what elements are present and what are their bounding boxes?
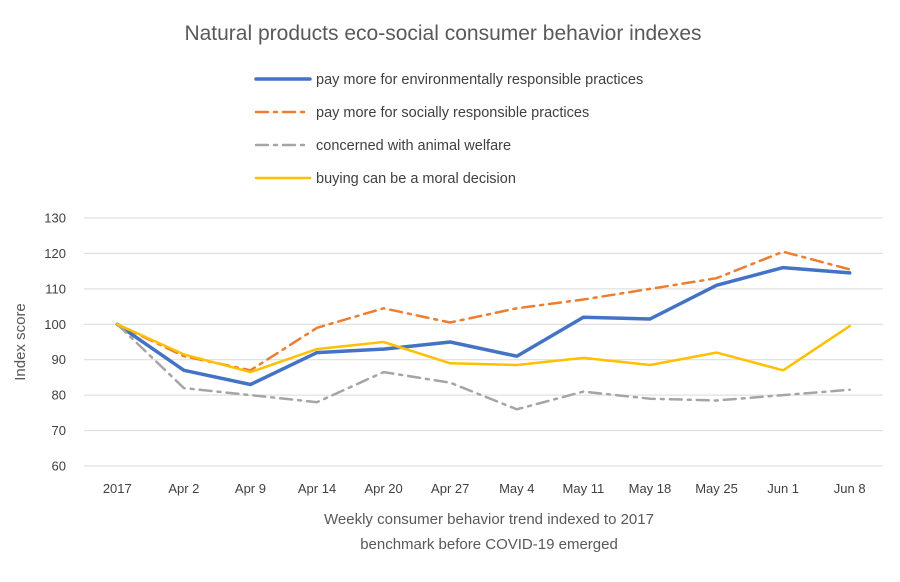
x-tick-label: Apr 2 xyxy=(168,481,199,496)
x-tick-label: 2017 xyxy=(103,481,132,496)
x-tick-label: May 11 xyxy=(563,481,605,496)
y-axis-title: Index score xyxy=(12,303,29,381)
x-tick-label: Jun 8 xyxy=(834,481,866,496)
x-tick-label: Apr 9 xyxy=(235,481,266,496)
x-axis-title-line-2: benchmark before COVID-19 emerged xyxy=(360,536,618,553)
y-tick-label: 120 xyxy=(44,246,66,261)
y-tick-label: 80 xyxy=(52,388,66,403)
x-tick-label: Jun 1 xyxy=(767,481,799,496)
x-tick-label: Apr 20 xyxy=(364,481,402,496)
legend-label: pay more for environmentally responsible… xyxy=(316,72,643,88)
chart-title: Natural products eco-social consumer beh… xyxy=(184,22,701,45)
legend-label: concerned with animal welfare xyxy=(316,138,511,154)
x-tick-label: May 4 xyxy=(499,481,534,496)
y-tick-label: 110 xyxy=(45,281,66,296)
legend-label: pay more for socially responsible practi… xyxy=(316,105,589,121)
x-axis-ticks: 2017 Apr 2 Apr 9 Apr 14 Apr 20 Apr 27 May 4 May… xyxy=(103,481,866,496)
series-line xyxy=(116,323,851,411)
series-line xyxy=(116,250,851,372)
x-tick-label: May 25 xyxy=(695,481,738,496)
x-tick-label: Apr 14 xyxy=(298,481,336,496)
gridlines xyxy=(84,217,883,467)
legend: pay more for environmentally responsible… xyxy=(254,72,643,187)
y-tick-label: 70 xyxy=(52,423,66,438)
y-tick-label: 60 xyxy=(52,459,66,474)
y-tick-label: 130 xyxy=(44,211,66,226)
y-tick-label: 90 xyxy=(52,352,66,367)
x-tick-label: Apr 27 xyxy=(431,481,469,496)
y-axis-ticks: 60 70 80 90 100 110 120 130 xyxy=(44,211,66,474)
y-tick-label: 100 xyxy=(44,317,66,332)
series-line xyxy=(115,265,852,387)
legend-label: buying can be a moral decision xyxy=(316,171,516,187)
x-axis-title-line-1: Weekly consumer behavior trend indexed t… xyxy=(324,511,654,528)
series-lines xyxy=(115,250,852,411)
series-line xyxy=(116,323,851,374)
x-tick-label: May 18 xyxy=(629,481,672,496)
